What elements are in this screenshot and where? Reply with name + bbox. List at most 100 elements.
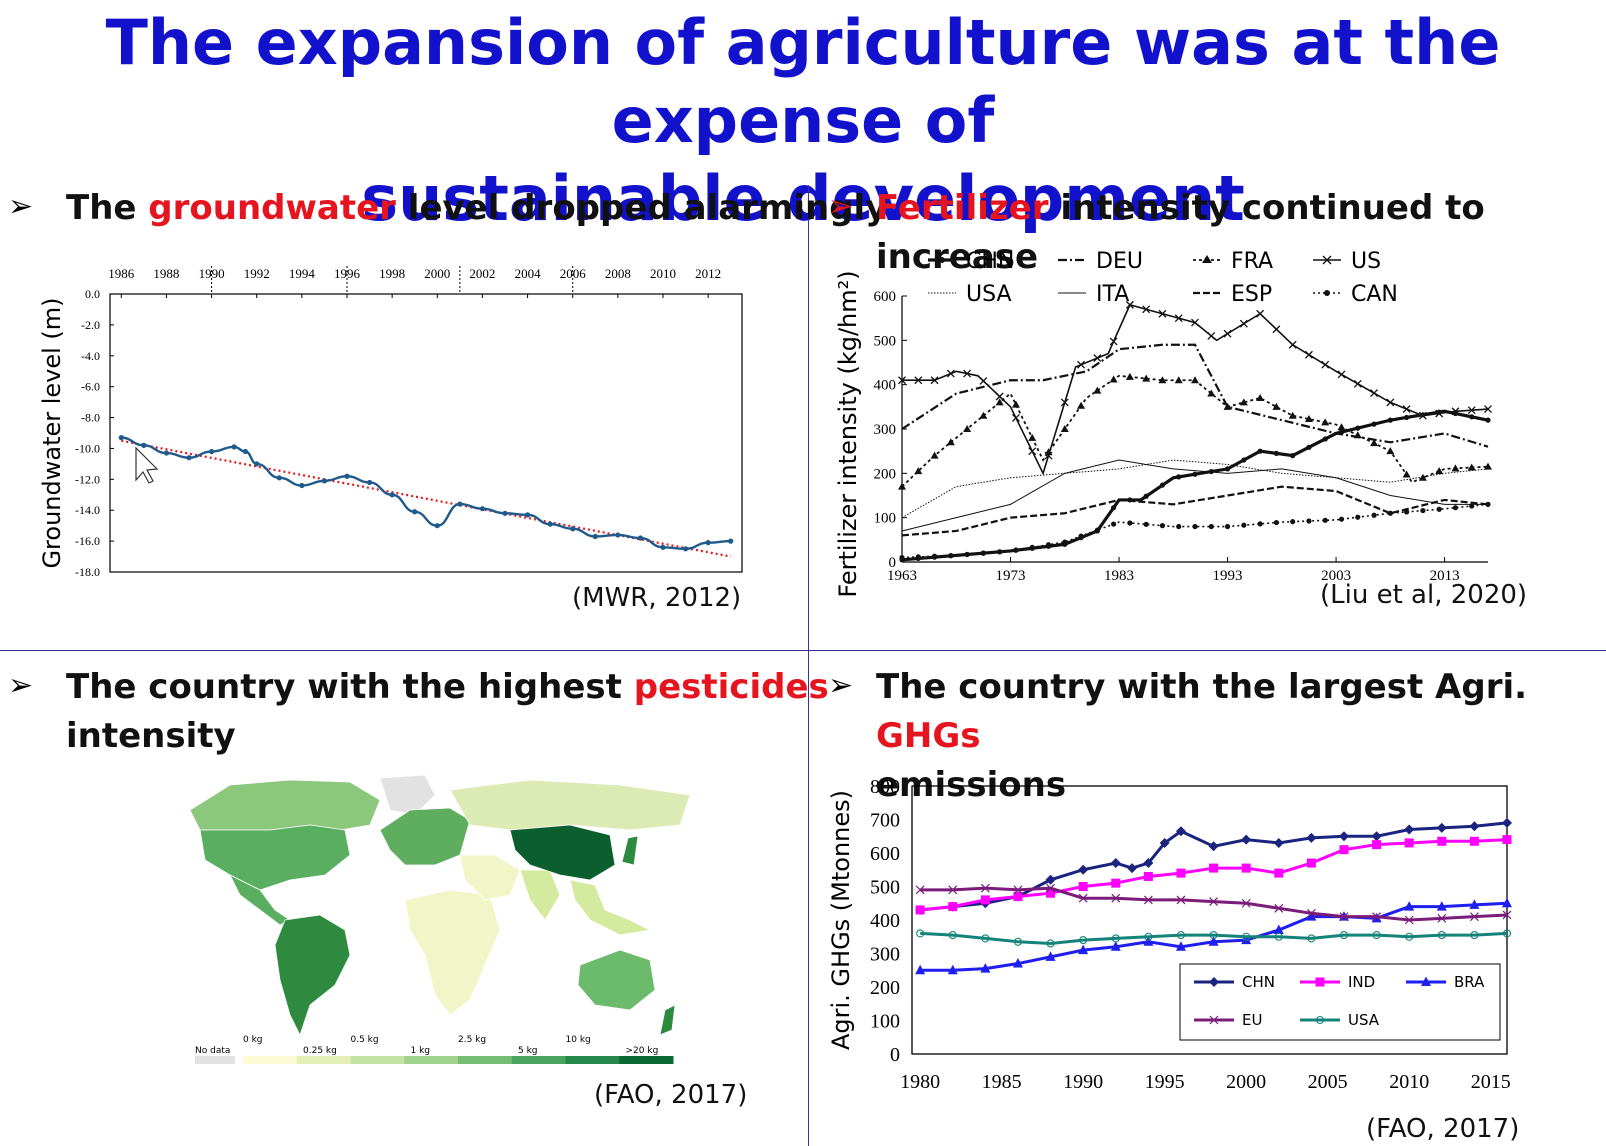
- legend-marker: [939, 257, 945, 263]
- data-point: [1304, 350, 1313, 359]
- data-point: [615, 532, 621, 538]
- heading-highlight: GHGs: [876, 716, 981, 756]
- data-point: [1176, 895, 1186, 905]
- data-point: [1223, 329, 1232, 338]
- legend-label: USA: [966, 282, 1012, 307]
- data-point: [1502, 817, 1512, 828]
- data-point: [1143, 858, 1154, 869]
- data-point: [1208, 841, 1219, 852]
- data-point: [1191, 376, 1199, 384]
- data-point: [1142, 305, 1151, 314]
- map-region-south-africa: [404, 889, 501, 1016]
- data-point: [1045, 951, 1056, 961]
- legend-color-step: [404, 1056, 459, 1064]
- data-point: [1469, 503, 1475, 509]
- legend-label: CAN: [1351, 282, 1398, 307]
- x-tick-label: 1983: [1104, 568, 1134, 584]
- y-tick-label: 0.0: [85, 287, 100, 301]
- x-tick-label: 1993: [1213, 568, 1243, 584]
- data-point: [1029, 544, 1035, 550]
- y-tick-label: 500: [870, 877, 900, 899]
- data-point: [980, 963, 991, 973]
- data-point: [1272, 325, 1281, 334]
- series-line-fra: [901, 374, 1489, 488]
- data-point: [570, 526, 576, 532]
- y-tick-label: 700: [870, 810, 900, 832]
- title-line-2: sustainable development: [361, 162, 1245, 235]
- legend-box: [1179, 963, 1501, 1041]
- data-point: [1404, 414, 1410, 421]
- data-point: [141, 442, 147, 448]
- data-point: [1484, 405, 1492, 414]
- data-point: [479, 506, 486, 512]
- data-point: [1290, 453, 1296, 459]
- data-point: [1306, 858, 1316, 868]
- data-point: [1387, 510, 1393, 516]
- x-tick-label: 2013: [1430, 568, 1460, 584]
- fertilizer-chart: 0 100 200 300 400 500 600 1963 1973 1983 1993 2003 2…: [834, 249, 1492, 598]
- pesticides-world-map: [189, 774, 691, 1037]
- data-point: [163, 450, 170, 456]
- bullet-arrow-icon: ➢: [828, 669, 854, 702]
- data-point: [1011, 413, 1020, 422]
- x-tick-label: 2010: [650, 266, 676, 281]
- legend-marker: [1322, 255, 1332, 265]
- x-tick-label: 2004: [515, 266, 542, 281]
- data-point: [1421, 976, 1431, 986]
- fertilizer-heading: Fertilizer intensity continued to increa…: [876, 184, 1606, 282]
- data-point: [1046, 888, 1056, 898]
- data-point: [434, 523, 440, 529]
- data-point: [1256, 393, 1265, 401]
- legend-lower-label: 5 kg: [518, 1046, 538, 1056]
- data-point: [1111, 521, 1117, 527]
- data-point: [1304, 415, 1313, 423]
- data-point: [931, 553, 938, 559]
- data-point: [1175, 941, 1186, 951]
- data-point: [1322, 517, 1328, 523]
- data-point: [947, 964, 958, 975]
- data-point: [930, 451, 939, 459]
- data-point: [1435, 409, 1444, 418]
- data-point: [1274, 903, 1284, 913]
- legend-lower-label: 1 kg: [411, 1046, 431, 1056]
- legend-color-step: [565, 1056, 620, 1064]
- y-tick-label: 100: [874, 511, 897, 527]
- x-tick-label: 2000: [1226, 1071, 1266, 1093]
- x-tick-label: 1990: [199, 266, 225, 281]
- data-point: [1094, 527, 1100, 533]
- data-point: [1060, 398, 1069, 407]
- ghg-chart: 0 100 200 300 400 500 600 700 800 1980 1985 1990 199…: [827, 776, 1512, 1093]
- data-point: [592, 533, 598, 540]
- groundwater-heading: The groundwater level dropped alarmingly: [66, 184, 887, 233]
- data-point: [997, 549, 1003, 555]
- heading-text: level dropped alarmingly: [395, 188, 888, 228]
- data-point: [728, 538, 734, 544]
- data-point: [1469, 821, 1480, 832]
- data-point: [1306, 832, 1317, 843]
- data-point: [1143, 493, 1149, 499]
- data-point: [1242, 932, 1251, 941]
- series-line-chn: [901, 409, 1489, 562]
- data-point: [1290, 519, 1296, 525]
- map-region-europe: [379, 807, 471, 866]
- legend-marker: [1202, 255, 1212, 263]
- fertilizer-source: (Liu et al, 2020): [1320, 580, 1528, 610]
- data-point: [1371, 831, 1382, 842]
- data-point: [914, 467, 923, 475]
- data-point: [1337, 370, 1346, 379]
- data-point: [1046, 939, 1055, 948]
- data-point: [1176, 523, 1182, 530]
- series-line-can: [901, 503, 1489, 559]
- legend-marker: [1324, 290, 1330, 296]
- data-point: [705, 540, 711, 546]
- data-point: [1315, 1015, 1325, 1025]
- data-point: [1451, 464, 1460, 472]
- data-point: [1418, 473, 1427, 481]
- data-point: [1159, 523, 1166, 529]
- data-point: [1241, 522, 1247, 528]
- y-axis-label: Fertilizer intensity (kg/hm²): [834, 270, 862, 597]
- data-point: [1175, 826, 1186, 837]
- data-point: [1315, 977, 1325, 987]
- x-tick-label: 2008: [605, 266, 631, 281]
- series-line-usa: [901, 459, 1489, 519]
